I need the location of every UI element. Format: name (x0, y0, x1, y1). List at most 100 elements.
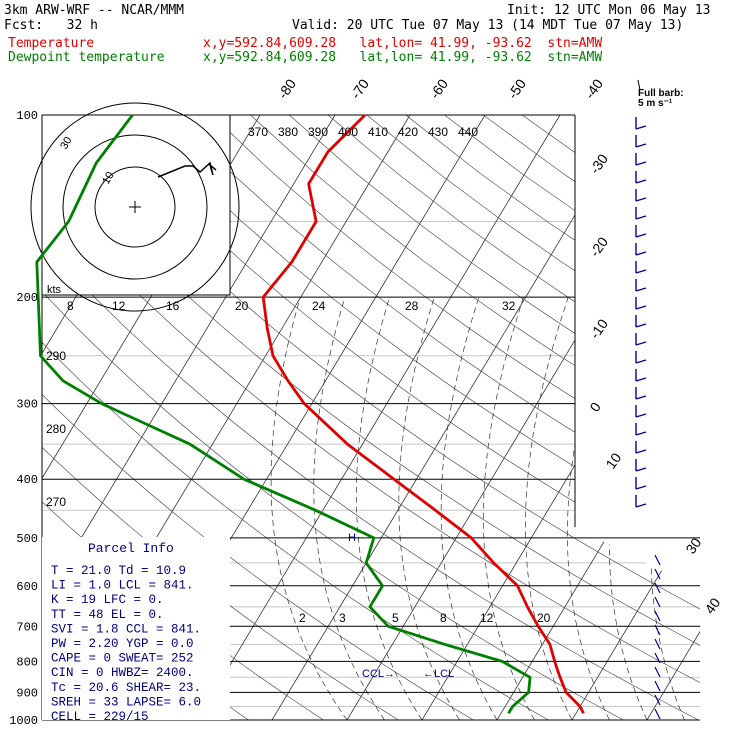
isotherm (188, 115, 561, 720)
parcel-info-row: PW = 2.20 YGP = 0.0 (51, 637, 194, 651)
isotherm-label: -50 (504, 76, 529, 102)
pressure-tick-label: 500 (16, 532, 38, 546)
mixing-ratio-label: 12 (480, 611, 494, 625)
wind-barb (654, 652, 661, 664)
wind-barb-flag (635, 377, 647, 382)
hodograph: kts 8 12 16 20 24 28 32 30 10 (30, 102, 516, 313)
dewpoint-location: x,y=592.84,609.28 lat,lon= 41.99, -93.62… (203, 50, 603, 65)
moist-adiabat (270, 297, 348, 720)
wind-barb (654, 582, 661, 594)
isotherm-label: -40 (581, 76, 606, 102)
wind-barb-flag (635, 251, 647, 256)
annotation-lcl: ←LCL (423, 668, 454, 680)
isotherm-label: -20 (586, 234, 611, 260)
theta-label: 370 (248, 125, 268, 139)
hodograph-speed-label: 28 (405, 299, 419, 313)
wind-barb-flag (635, 467, 647, 472)
theta-label: 430 (428, 125, 448, 139)
init-time: Init: 12 UTC Mon 06 May 13 (507, 3, 711, 18)
moist-adiabat (313, 297, 385, 720)
dry-adiabat (172, 115, 700, 720)
hodograph-ring-label: 10 (100, 170, 117, 187)
parcel-info-row: CIN = 0 HWBZ= 2400. (51, 666, 194, 680)
dry-adiabat (521, 115, 700, 720)
parcel-info-row: Tc = 20.6 SHEAR= 23. (51, 681, 201, 695)
dry-adiabat (444, 115, 700, 720)
parcel-info-row: SVI = 1.8 CCL = 841. (51, 622, 201, 636)
parcel-info-row: LI = 1.0 LCL = 841. (51, 579, 194, 593)
isotherm (413, 115, 700, 720)
parcel-info-row: TT = 48 EL = 0. (51, 608, 164, 622)
wind-barb (654, 596, 661, 608)
dry-adiabat (288, 115, 700, 720)
parcel-info-row: T = 21.0 Td = 10.9 (51, 564, 186, 578)
isotherm (263, 115, 636, 720)
temperature-legend: Temperature (8, 36, 95, 51)
hodograph-origin (129, 201, 141, 213)
hodograph-speed-label: 8 (67, 299, 74, 313)
isotherm-label: 10 (602, 450, 624, 472)
dry-adiabat (42, 115, 572, 720)
isotherm-label: -60 (426, 76, 451, 102)
parcel-info-title: Parcel Info (88, 541, 174, 556)
wind-barb (654, 708, 661, 720)
mixing-ratio-label: 20 (537, 611, 551, 625)
pressure-tick-label: 900 (16, 686, 38, 700)
dry-adiabat (211, 115, 700, 720)
barb-legend-icon (637, 79, 641, 91)
dry-adiabat (327, 115, 700, 720)
parcel-info-row: K = 19 LFC = 0. (51, 593, 164, 607)
wind-barb (654, 554, 661, 566)
wind-barb-flag (635, 233, 647, 238)
theta-label: 440 (458, 125, 478, 139)
isotherm (42, 115, 336, 720)
parcel-panel-bg (42, 537, 230, 720)
wind-barb-flag (635, 215, 647, 220)
hodograph-trace (157, 161, 217, 178)
wind-barb-flag (635, 431, 647, 436)
moist-adiabat (398, 297, 460, 720)
wind-barb (654, 568, 661, 580)
theta-label: 400 (338, 125, 358, 139)
theta-label: 270 (46, 495, 66, 509)
dry-adiabat (56, 115, 700, 720)
parcel-info-panel: Parcel Info T = 21.0 Td = 10.9LI = 1.0 LC… (42, 537, 230, 724)
parcel-info-row: CELL = 229/15 (51, 710, 149, 724)
pressure-tick-label: 1000 (9, 714, 38, 728)
theta-label: 410 (368, 125, 388, 139)
wind-barb-flag (635, 449, 647, 454)
wind-barb (654, 610, 661, 622)
isotherm-label: -10 (586, 316, 611, 342)
wind-barb (654, 638, 661, 650)
dry-adiabat (94, 115, 700, 720)
isotherm (338, 115, 700, 720)
mixing-ratio-label: 8 (440, 611, 447, 625)
dry-adiabat (42, 115, 700, 720)
wind-barb (654, 680, 661, 692)
moist-adiabat (482, 296, 535, 720)
theta-label: 390 (308, 125, 328, 139)
hodograph-ring (62, 134, 208, 280)
dry-adiabat (42, 115, 496, 720)
pressure-tick-label: 100 (16, 109, 38, 123)
dry-adiabat (133, 115, 700, 720)
wind-barb-column: Full barb:5 m s⁻¹ (635, 79, 684, 720)
wind-barb-flag (635, 179, 647, 184)
dry-adiabat (483, 115, 700, 720)
wind-barb-flag (635, 125, 647, 130)
pressure-tick-label: 400 (16, 473, 38, 487)
hodograph-ring (94, 166, 176, 248)
isotherm (0, 115, 35, 733)
pressure-tick-label: 600 (16, 580, 38, 594)
wind-barb (654, 694, 661, 706)
annotation-ccl: CCL→ (362, 668, 395, 680)
hodograph-units: kts (47, 284, 62, 296)
wind-barb-flag (635, 143, 647, 148)
temperature-line (261, 114, 585, 714)
hodograph-frame (41, 114, 231, 296)
wind-barb (654, 666, 661, 678)
parcel-info-row: SREH = 33 LAPSE= 6.0 (51, 695, 201, 709)
pressure-tick-label: 800 (16, 655, 38, 669)
hodograph-speed-label: 32 (502, 299, 516, 313)
